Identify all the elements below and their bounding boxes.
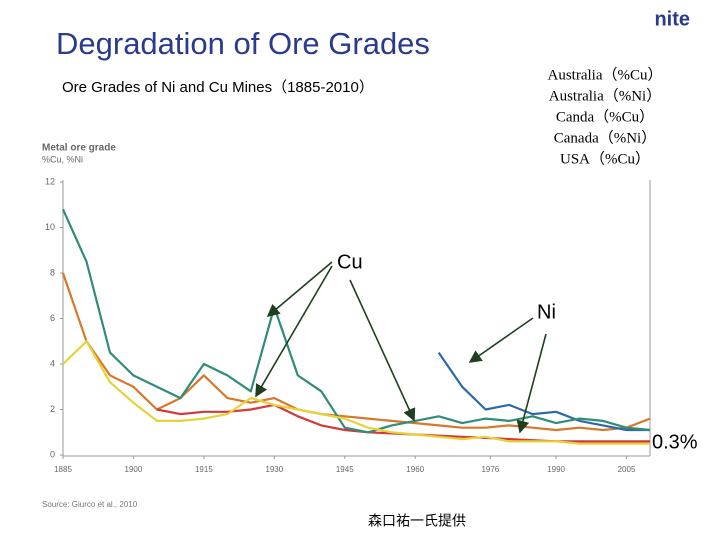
y-tick-label: 8 bbox=[50, 267, 55, 277]
legend-entry: Australia（%Cu） bbox=[548, 66, 663, 83]
legend-entry: Canda（%Cu） bbox=[556, 108, 654, 125]
source: Source: Giurco et al., 2010 bbox=[42, 500, 138, 509]
annotation: Cu bbox=[337, 251, 363, 273]
legend-entry: Canada（%Ni） bbox=[554, 129, 656, 146]
y-label: Metal ore grade bbox=[42, 143, 116, 154]
x-tick-label: 1990 bbox=[547, 465, 565, 474]
series-line bbox=[62, 340, 650, 445]
annotation: 0.3% bbox=[652, 431, 698, 453]
y-tick-label: 12 bbox=[45, 176, 55, 186]
subtitle: Ore Grades of Ni and Cu Mines（1885-2010） bbox=[62, 79, 374, 96]
logo: nite bbox=[654, 8, 690, 30]
y-tick-label: 0 bbox=[50, 449, 55, 459]
plot: 0 2 4 6 8 10 12 1885 1900 1915 1930 1945 1960 1976 199… bbox=[45, 176, 651, 474]
series-line bbox=[437, 351, 650, 432]
x-tick-label: 1976 bbox=[481, 465, 499, 474]
legend: Australia（%Cu） Australia（%Ni） Canda（%Cu） Ca… bbox=[548, 66, 663, 167]
legend-entry: Australia（%Ni） bbox=[549, 87, 661, 104]
title: Degradation of Ore Grades bbox=[56, 26, 430, 61]
y-unit: %Cu, %Ni bbox=[42, 154, 83, 164]
annotation: Ni bbox=[537, 301, 556, 323]
x-tick-label: 2005 bbox=[618, 465, 636, 474]
x-tick-label: 1960 bbox=[406, 465, 424, 474]
y-tick-label: 4 bbox=[50, 358, 55, 368]
y-tick-label: 6 bbox=[50, 313, 55, 323]
y-tick-label: 10 bbox=[45, 222, 55, 232]
series-line bbox=[61, 272, 651, 432]
x-tick-label: 1945 bbox=[336, 465, 354, 474]
series-line bbox=[61, 208, 651, 434]
x-tick-label: 1930 bbox=[265, 465, 283, 474]
arrows bbox=[255, 261, 547, 434]
y-tick-label: 2 bbox=[50, 404, 55, 414]
x-tick-label: 1885 bbox=[54, 465, 72, 474]
x-tick-label: 1900 bbox=[125, 465, 143, 474]
legend-entry: USA（%Cu） bbox=[560, 150, 650, 167]
x-tick-label: 1915 bbox=[195, 465, 213, 474]
credit: 森口祐一氏提供 bbox=[368, 513, 466, 529]
